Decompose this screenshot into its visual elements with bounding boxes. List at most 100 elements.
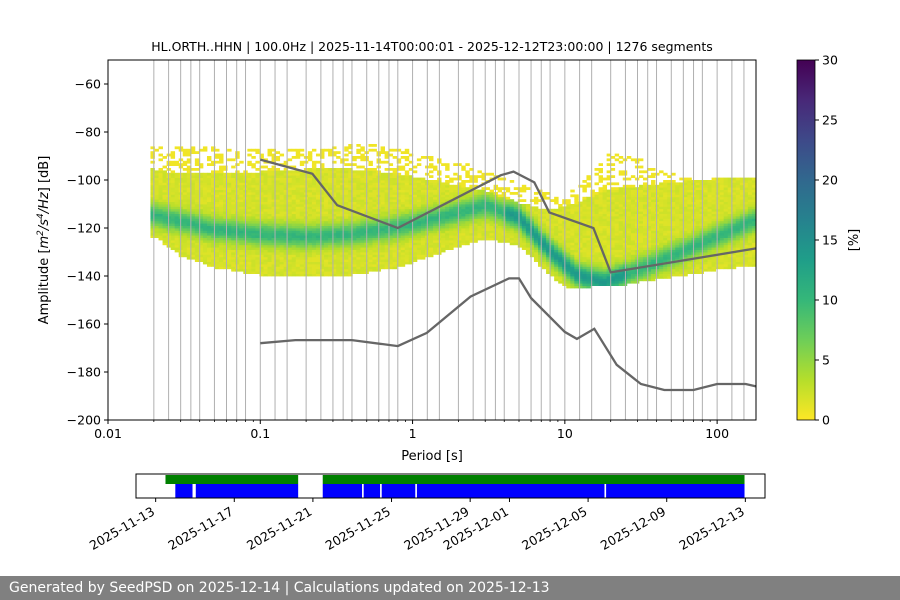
heatmap-cell <box>295 247 301 250</box>
heatmap-cell <box>287 211 293 214</box>
heatmap-cell <box>344 220 349 224</box>
heatmap-cell <box>235 151 240 154</box>
heatmap-cell <box>324 268 329 272</box>
heatmap-cell <box>570 240 575 243</box>
heatmap-cell <box>505 211 511 214</box>
heatmap-cell <box>416 256 422 260</box>
heatmap-cell <box>582 235 587 238</box>
heatmap-cell <box>655 254 660 258</box>
heatmap-cell <box>626 252 632 255</box>
heatmap-cell <box>404 216 410 219</box>
heatmap-cell <box>542 228 547 231</box>
heatmap-cell <box>360 177 365 181</box>
heatmap-cell <box>529 240 535 243</box>
heatmap-cell <box>247 189 252 193</box>
heatmap-cell <box>590 268 595 272</box>
heatmap-cell <box>610 182 616 186</box>
heatmap-cell <box>211 182 216 186</box>
heatmap-cell <box>429 254 434 258</box>
heatmap-cell <box>416 242 422 246</box>
heatmap-cell <box>626 177 632 181</box>
heatmap-cell <box>227 242 232 246</box>
heatmap-cell <box>247 153 252 157</box>
heatmap-cell <box>307 230 313 234</box>
heatmap-cell <box>340 189 345 193</box>
heatmap-cell <box>271 225 276 229</box>
heatmap-cell <box>279 230 285 234</box>
heatmap-cell <box>408 254 414 258</box>
heatmap-cell <box>259 189 264 193</box>
heatmap-cell <box>647 196 652 200</box>
heatmap-cell <box>392 261 398 265</box>
heatmap-cell <box>481 235 486 238</box>
heatmap-cell <box>388 261 394 265</box>
heatmap-cell <box>259 261 264 265</box>
heatmap-cell <box>388 206 394 210</box>
heatmap-cell <box>219 180 224 183</box>
heatmap-cell <box>461 211 466 214</box>
heatmap-cell <box>356 192 361 195</box>
heatmap-cell <box>400 165 406 169</box>
heatmap-cell <box>513 237 519 241</box>
heatmap-cell <box>194 249 200 253</box>
heatmap-cell <box>247 252 252 255</box>
heatmap-cell <box>299 199 305 202</box>
heatmap-cell <box>481 175 486 178</box>
heatmap-cell <box>469 201 474 205</box>
heatmap-cell <box>344 259 349 262</box>
heatmap-cell <box>202 237 208 241</box>
heatmap-cell <box>356 268 361 272</box>
heatmap-cell <box>586 232 591 236</box>
heatmap-cell <box>586 249 591 253</box>
heatmap-cell <box>295 172 301 176</box>
heatmap-cell <box>626 223 632 226</box>
heatmap-cell <box>396 237 402 241</box>
heatmap-cell <box>566 235 571 238</box>
heatmap-cell <box>162 184 167 188</box>
heatmap-cell <box>328 187 333 190</box>
heatmap-cell <box>509 242 515 246</box>
heatmap-cell <box>255 160 260 164</box>
heatmap-cell <box>441 187 446 190</box>
heatmap-cell <box>521 228 527 231</box>
heatmap-cell <box>174 240 180 243</box>
heatmap-cell <box>630 278 636 282</box>
heatmap-cell <box>251 228 256 231</box>
heatmap-cell <box>311 223 317 226</box>
heatmap-cell <box>348 168 353 171</box>
heatmap-cell <box>420 230 426 234</box>
heatmap-cell <box>368 259 373 262</box>
heatmap-cell <box>408 204 414 207</box>
heatmap-cell <box>469 168 474 171</box>
heatmap-cell <box>380 201 385 205</box>
heatmap-cell <box>614 153 620 157</box>
heatmap-cell <box>267 266 272 270</box>
heatmap-cell <box>614 247 620 250</box>
heatmap-cell <box>372 223 377 226</box>
heatmap-cell <box>231 206 236 210</box>
heatmap-cell <box>348 240 353 243</box>
heatmap-cell <box>602 249 608 253</box>
heatmap-cell <box>574 261 579 265</box>
heatmap-cell <box>263 228 268 231</box>
heatmap-cell <box>509 240 515 243</box>
heatmap-cell <box>618 156 624 159</box>
heatmap-cell <box>211 240 216 243</box>
heatmap-cell <box>586 283 591 286</box>
heatmap-cell <box>453 172 458 176</box>
heatmap-cell <box>630 235 636 238</box>
heatmap-cell <box>578 247 583 250</box>
heatmap-cell <box>372 184 377 188</box>
heatmap-cell <box>348 254 353 258</box>
heatmap-cell <box>655 266 660 270</box>
heatmap-cell <box>283 271 289 274</box>
heatmap-cell <box>336 199 341 202</box>
heatmap-cell <box>271 261 276 265</box>
heatmap-cell <box>550 256 555 260</box>
heatmap-cell <box>566 228 571 231</box>
heatmap-cell <box>388 192 394 195</box>
heatmap-cell <box>315 237 321 241</box>
heatmap-cell <box>235 235 240 238</box>
heatmap-cell <box>384 266 390 270</box>
heatmap-cell <box>538 208 543 212</box>
